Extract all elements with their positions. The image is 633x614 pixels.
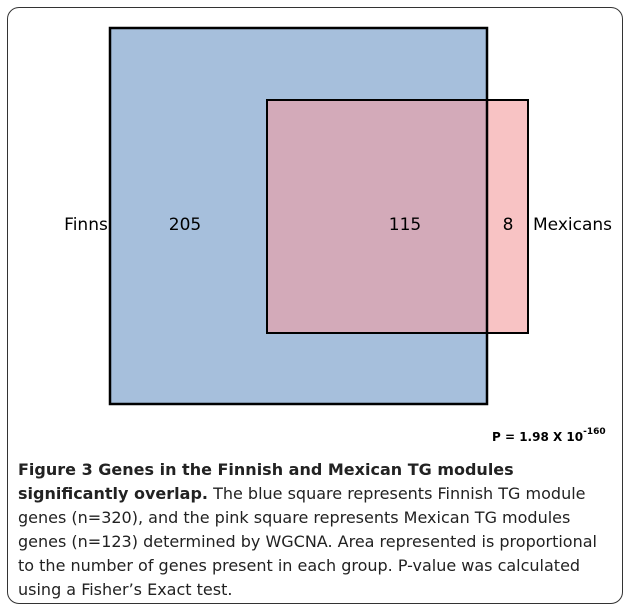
finns-only-count: 205 xyxy=(169,215,201,235)
p-value-base: P = 1.98 X 10 xyxy=(492,430,583,444)
figure-frame xyxy=(7,7,623,604)
finns-border xyxy=(108,26,489,406)
mexicans-border xyxy=(266,99,529,334)
caption-title: Figure 3 Genes in the Finnish and Mexica… xyxy=(18,460,514,503)
venn-diagram: Finns 205 115 8 Mexicans P = 1.98 X 10-1… xyxy=(64,26,612,444)
overlap-count: 115 xyxy=(389,215,421,235)
p-value-exponent: -160 xyxy=(583,427,606,437)
caption-text: The blue square represents Finnish TG mo… xyxy=(18,484,597,599)
p-value: P = 1.98 X 10-160 xyxy=(492,427,606,444)
mexicans-label: Mexicans xyxy=(533,215,612,235)
finns-label: Finns xyxy=(64,215,108,235)
overlap-region xyxy=(267,100,487,333)
caption: Figure 3 Genes in the Finnish and Mexica… xyxy=(18,458,618,602)
mexicans-only-count: 8 xyxy=(503,215,514,235)
